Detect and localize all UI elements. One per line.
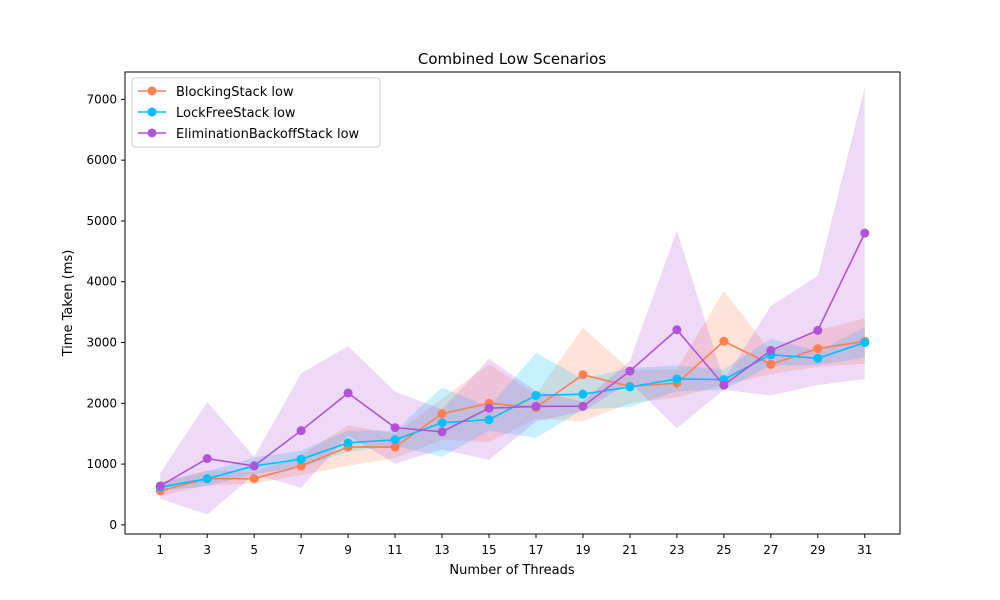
- eliminationbackoffstack-low-point: [484, 403, 494, 413]
- x-tick-label: 23: [669, 543, 684, 557]
- lockfreestack-low-point: [437, 418, 447, 428]
- lockfreestack-low-point: [625, 382, 635, 392]
- x-tick-label: 19: [575, 543, 590, 557]
- series-markers: [155, 228, 870, 496]
- x-axis-ticks: 1 3 5 7 9 11 13 15 17 19 21 23 25 27 29 31: [156, 534, 872, 557]
- lockfreestack-low-point: [343, 438, 353, 448]
- eliminationbackoffstack-low-point: [155, 481, 165, 491]
- legend-box: [131, 77, 381, 148]
- eliminationbackoffstack-low-point: [437, 427, 447, 437]
- x-axis-label: Number of Threads: [449, 563, 574, 578]
- y-tick-label: 2000: [86, 396, 117, 410]
- x-tick-label: 1: [156, 543, 164, 557]
- eliminationbackoffstack-low-point: [672, 325, 682, 335]
- blockingstack-low-band: [160, 290, 865, 496]
- lockfreestack-low-point: [860, 338, 870, 348]
- x-tick-label: 27: [763, 543, 778, 557]
- x-tick-label: 25: [716, 543, 731, 557]
- eliminationbackoffstack-low-legend-marker: [147, 128, 157, 138]
- y-tick-label: 1000: [86, 457, 117, 471]
- blockingstack-low-point: [766, 359, 776, 369]
- lockfreestack-low-point: [531, 390, 541, 400]
- eliminationbackoffstack-low-point: [719, 380, 729, 390]
- chart-title: Combined Low Scenarios: [418, 50, 606, 68]
- eliminationbackoffstack-low-point: [860, 228, 870, 238]
- y-tick-label: 5000: [86, 214, 117, 228]
- legend: BlockingStack low LockFreeStack low Elimin…: [131, 77, 381, 148]
- lockfreestack-low-point: [202, 474, 212, 484]
- y-axis-label: Time Taken (ms): [61, 250, 76, 358]
- eliminationbackoffstack-low-point: [531, 401, 541, 411]
- blockingstack-low-point: [578, 370, 588, 380]
- x-tick-label: 17: [528, 543, 543, 557]
- eliminationbackoffstack-low-point: [343, 388, 353, 398]
- x-tick-label: 13: [434, 543, 449, 557]
- blockingstack-low-legend-label: BlockingStack low: [176, 85, 294, 100]
- y-tick-label: 3000: [86, 336, 117, 350]
- x-tick-label: 3: [203, 543, 211, 557]
- eliminationbackoffstack-low-point: [390, 423, 400, 433]
- lockfreestack-low-point: [296, 454, 306, 464]
- lockfreestack-low-legend-label: LockFreeStack low: [176, 106, 296, 121]
- x-tick-label: 31: [857, 543, 872, 557]
- lockfreestack-low-point: [813, 353, 823, 363]
- x-tick-label: 5: [250, 543, 258, 557]
- series-lines: [159, 232, 866, 492]
- eliminationbackoffstack-low-point: [578, 401, 588, 411]
- eliminationbackoffstack-low-point: [249, 461, 259, 471]
- lockfreestack-low-band: [160, 327, 865, 491]
- blockingstack-low-point: [719, 336, 729, 346]
- eliminationbackoffstack-low-point: [813, 325, 823, 335]
- blockingstack-low-line: [160, 340, 865, 492]
- x-tick-label: 29: [810, 543, 825, 557]
- lockfreestack-low-legend-marker: [147, 107, 157, 117]
- blockingstack-low-legend-marker: [147, 86, 157, 96]
- lockfreestack-low-point: [578, 389, 588, 399]
- y-tick-label: 0: [109, 518, 117, 532]
- x-tick-label: 21: [622, 543, 637, 557]
- y-tick-label: 7000: [86, 92, 117, 106]
- y-axis-ticks: 0 1000 2000 3000 4000 5000 6000 7000: [86, 92, 125, 532]
- plot-frame: [124, 71, 901, 535]
- blockingstack-low-point: [390, 442, 400, 452]
- eliminationbackoffstack-low-point: [202, 454, 212, 464]
- x-tick-label: 9: [344, 543, 352, 557]
- eliminationbackoffstack-low-point: [766, 345, 776, 355]
- lockfreestack-low-point: [484, 415, 494, 425]
- eliminationbackoffstack-low-point: [625, 366, 635, 376]
- x-tick-label: 11: [387, 543, 402, 557]
- blockingstack-low-point: [813, 344, 823, 354]
- eliminationbackoffstack-low-point: [296, 426, 306, 436]
- x-tick-label: 7: [297, 543, 305, 557]
- lockfreestack-low-point: [672, 374, 682, 384]
- blockingstack-low-point: [296, 461, 306, 471]
- eliminationbackoffstack-low-legend-label: EliminationBackoffStack low: [176, 127, 360, 142]
- confidence-bands: [160, 87, 865, 515]
- y-tick-label: 4000: [86, 275, 117, 289]
- blockingstack-low-point: [249, 474, 259, 484]
- y-tick-label: 6000: [86, 153, 117, 167]
- eliminationbackoffstack-low-line: [159, 232, 866, 487]
- x-tick-label: 15: [481, 543, 496, 557]
- lockfreestack-low-point: [390, 435, 400, 445]
- blockingstack-low-point: [437, 409, 447, 419]
- eliminationbackoffstack-low-band: [160, 87, 865, 515]
